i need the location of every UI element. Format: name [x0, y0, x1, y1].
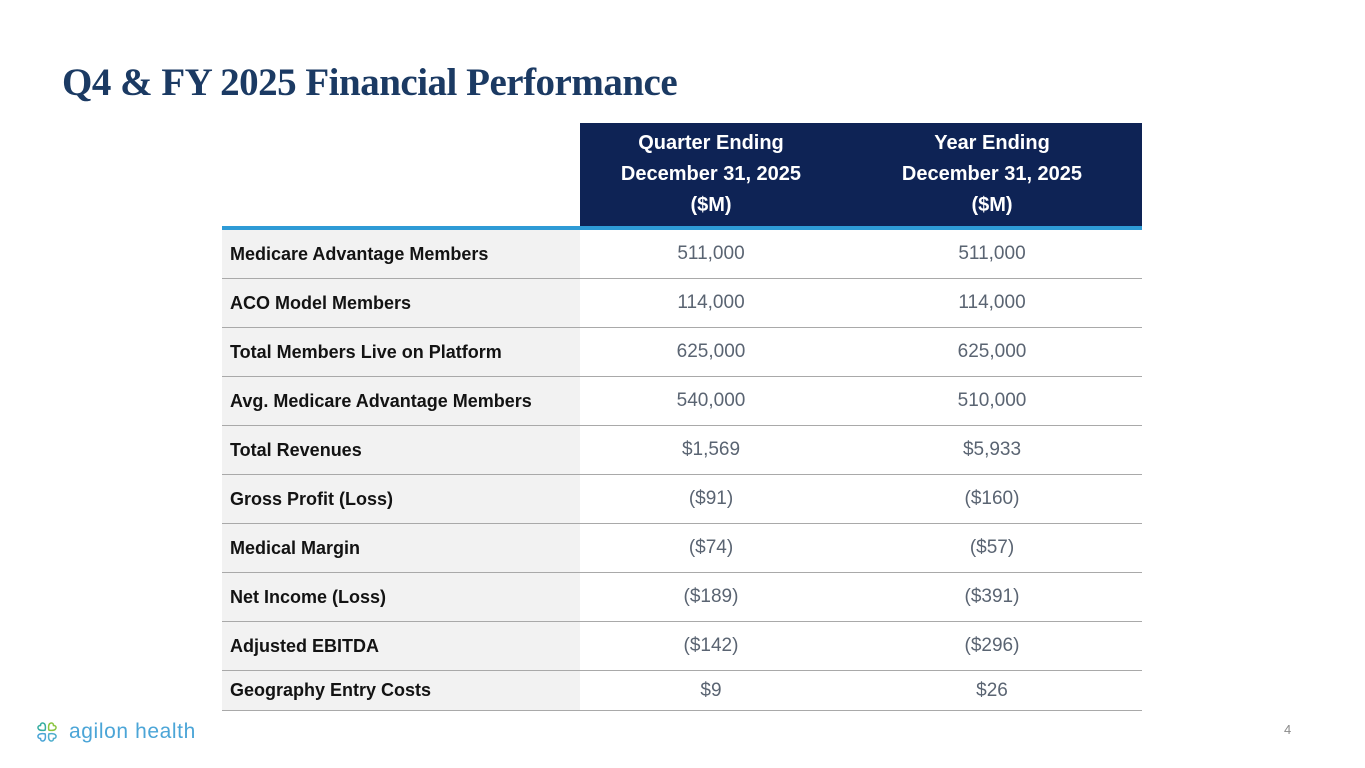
table-row: Medicare Advantage Members 511,000 511,0…	[222, 230, 1142, 279]
quarter-value: ($142)	[683, 635, 739, 656]
year-value: ($391)	[964, 586, 1020, 607]
agilon-clover-icon	[32, 717, 62, 747]
year-value: $5,933	[962, 439, 1022, 460]
year-value: 511,000	[958, 243, 1026, 264]
quarter-value: ($189)	[683, 586, 739, 607]
logo-text: agilon health	[69, 720, 196, 743]
row-label: Avg. Medicare Advantage Members	[222, 377, 580, 425]
year-value: ($160)	[964, 488, 1020, 509]
table-row: Adjusted EBITDA ($142) ($296)	[222, 622, 1142, 671]
table-row: Geography Entry Costs $9 $26	[222, 671, 1142, 711]
row-label: Medical Margin	[222, 524, 580, 572]
row-label: Gross Profit (Loss)	[222, 475, 580, 523]
year-value: ($296)	[964, 635, 1020, 656]
page-number: 4	[1284, 722, 1292, 737]
column-header-quarter: Quarter Ending December 31, 2025 ($M)	[580, 123, 842, 226]
column-header-line: ($M)	[971, 194, 1013, 216]
column-header-line: ($M)	[690, 194, 732, 216]
quarter-value: 511,000	[677, 243, 745, 264]
table-row: Gross Profit (Loss) ($91) ($160)	[222, 475, 1142, 524]
quarter-value: $9	[700, 679, 722, 701]
table-row: Total Revenues $1,569 $5,933	[222, 426, 1142, 475]
year-value: 625,000	[957, 341, 1027, 362]
year-value: ($57)	[969, 537, 1015, 558]
table-row: Total Members Live on Platform 625,000 6…	[222, 328, 1142, 377]
column-header-line: December 31, 2025	[620, 163, 802, 185]
column-header-line: December 31, 2025	[901, 163, 1083, 185]
quarter-value: 540,000	[676, 390, 746, 411]
column-header-year: Year Ending December 31, 2025 ($M)	[842, 123, 1142, 226]
row-label: Geography Entry Costs	[222, 671, 580, 710]
year-value: 510,000	[957, 390, 1027, 411]
table-body: Medicare Advantage Members 511,000 511,0…	[222, 230, 1142, 711]
row-label: Medicare Advantage Members	[222, 230, 580, 278]
financial-table: Quarter Ending December 31, 2025 ($M) Ye…	[222, 123, 1142, 711]
table-row: Net Income (Loss) ($189) ($391)	[222, 573, 1142, 622]
table-row: ACO Model Members 114,000 114,000	[222, 279, 1142, 328]
table-row: Medical Margin ($74) ($57)	[222, 524, 1142, 573]
row-label: ACO Model Members	[222, 279, 580, 327]
row-label: Total Revenues	[222, 426, 580, 474]
table-header-row: Quarter Ending December 31, 2025 ($M) Ye…	[580, 123, 1142, 226]
header-accent-line	[222, 226, 1142, 230]
row-label: Adjusted EBITDA	[222, 622, 580, 670]
quarter-value: 114,000	[677, 292, 745, 313]
year-value: 114,000	[958, 292, 1026, 313]
column-header-line: Year Ending	[934, 132, 1050, 154]
quarter-value: ($74)	[688, 537, 734, 558]
quarter-value: 625,000	[676, 341, 746, 362]
column-header-line: Quarter Ending	[638, 132, 784, 154]
quarter-value: $1,569	[681, 439, 741, 460]
row-label: Total Members Live on Platform	[222, 328, 580, 376]
table-row: Avg. Medicare Advantage Members 540,000 …	[222, 377, 1142, 426]
company-logo: agilon health	[32, 717, 196, 747]
quarter-value: ($91)	[688, 488, 734, 509]
row-label: Net Income (Loss)	[222, 573, 580, 621]
page-title: Q4 & FY 2025 Financial Performance	[62, 61, 678, 104]
year-value: $26	[976, 679, 1008, 701]
